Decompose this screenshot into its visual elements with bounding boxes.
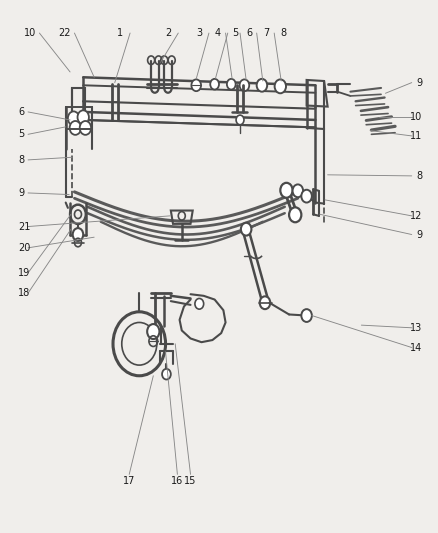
- Text: 18: 18: [18, 288, 31, 298]
- Text: 4: 4: [215, 28, 221, 38]
- Text: 8: 8: [18, 155, 25, 165]
- Text: 11: 11: [410, 131, 423, 141]
- Circle shape: [293, 184, 303, 197]
- Circle shape: [68, 111, 79, 125]
- Circle shape: [236, 115, 244, 125]
- Circle shape: [301, 309, 312, 322]
- Text: 10: 10: [24, 28, 36, 38]
- Text: 15: 15: [184, 476, 197, 486]
- Text: 16: 16: [171, 476, 184, 486]
- Circle shape: [210, 79, 219, 90]
- Circle shape: [80, 121, 91, 135]
- Text: 14: 14: [410, 343, 423, 352]
- Text: 1: 1: [117, 28, 124, 38]
- Text: 7: 7: [263, 28, 269, 38]
- Text: 5: 5: [18, 130, 25, 139]
- Text: 22: 22: [59, 28, 71, 38]
- Circle shape: [73, 228, 83, 241]
- Circle shape: [257, 79, 267, 92]
- Text: 8: 8: [417, 171, 423, 181]
- Circle shape: [191, 79, 201, 91]
- Circle shape: [162, 369, 171, 379]
- Text: 10: 10: [410, 112, 423, 122]
- Text: 6: 6: [18, 107, 25, 117]
- Text: 21: 21: [18, 222, 31, 231]
- Text: 8: 8: [281, 28, 287, 38]
- Circle shape: [147, 324, 159, 339]
- Text: 3: 3: [196, 28, 202, 38]
- Text: 9: 9: [417, 230, 423, 239]
- Circle shape: [260, 296, 270, 309]
- Circle shape: [241, 223, 251, 236]
- Text: 9: 9: [417, 78, 423, 87]
- Text: 17: 17: [123, 476, 135, 486]
- Text: 2: 2: [166, 28, 172, 38]
- Circle shape: [301, 190, 312, 203]
- Circle shape: [280, 183, 293, 198]
- Circle shape: [289, 207, 301, 222]
- Text: 6: 6: [247, 28, 253, 38]
- Text: 19: 19: [18, 268, 31, 278]
- Circle shape: [195, 298, 204, 309]
- Circle shape: [78, 110, 89, 124]
- Circle shape: [227, 79, 236, 90]
- Text: 5: 5: [232, 28, 238, 38]
- Circle shape: [275, 79, 286, 93]
- Text: 13: 13: [410, 323, 423, 333]
- Text: 9: 9: [18, 188, 25, 198]
- Text: 12: 12: [410, 211, 423, 221]
- Circle shape: [240, 79, 249, 91]
- Text: 20: 20: [18, 243, 31, 253]
- Circle shape: [70, 121, 81, 135]
